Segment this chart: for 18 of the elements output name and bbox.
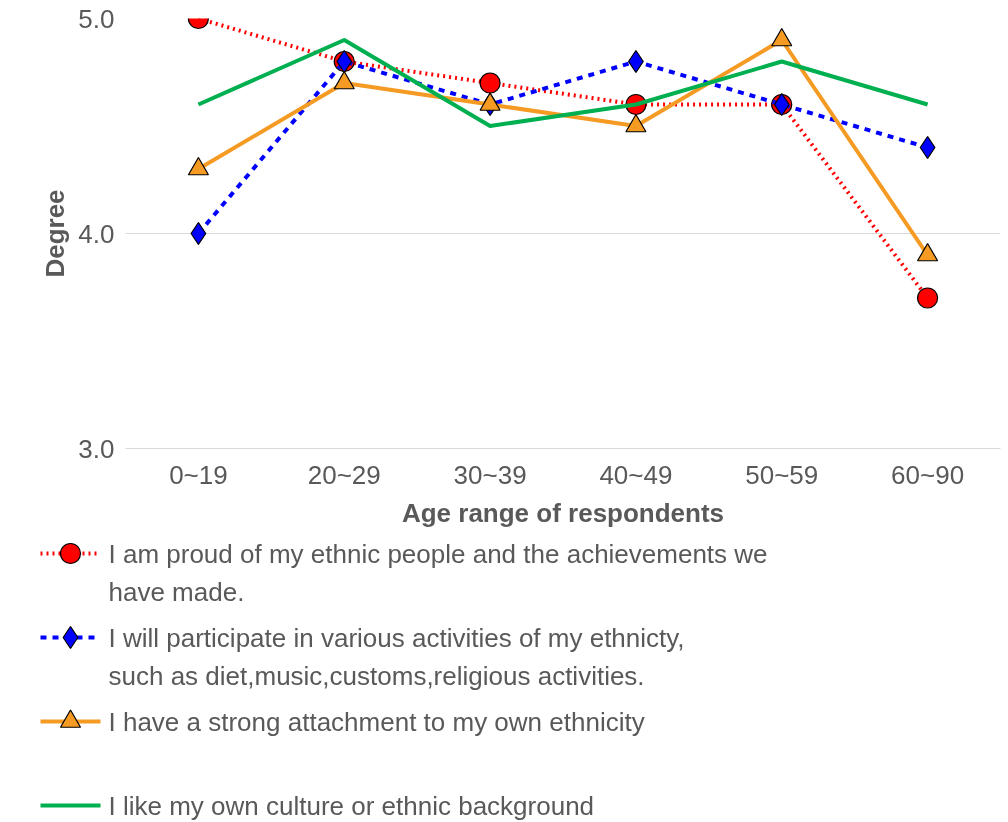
y-axis-title: Degree [40, 189, 71, 278]
point [916, 287, 939, 309]
legend-label: I have a strong attachment to my own ethnicity [108, 706, 645, 737]
legend-label: I like my own culture or ethnic background [108, 790, 595, 821]
x-tick-label: 0~19 [169, 459, 228, 490]
x-tick-label: 40~49 [599, 459, 673, 490]
x-tick-label: 60~90 [891, 459, 965, 490]
y-tick-label: 3.0 [78, 433, 115, 464]
point [479, 72, 501, 94]
x-axis-title: Age range of respondents [401, 497, 725, 528]
line-series [196, 38, 930, 128]
x-tick-label: 30~39 [453, 459, 527, 490]
legend-label: I will participate in various activities of my ethnicty, such as diet,music,customs,religious activities. [108, 622, 685, 691]
x-tick-label: 20~29 [307, 459, 381, 490]
y-tick-label: 5.0 [78, 3, 115, 34]
legend-label: I am proud of my ethnic people and the achievements we have made. [108, 538, 768, 607]
y-tick-label: 4.0 [78, 218, 115, 249]
x-tick-label: 50~59 [745, 459, 819, 490]
